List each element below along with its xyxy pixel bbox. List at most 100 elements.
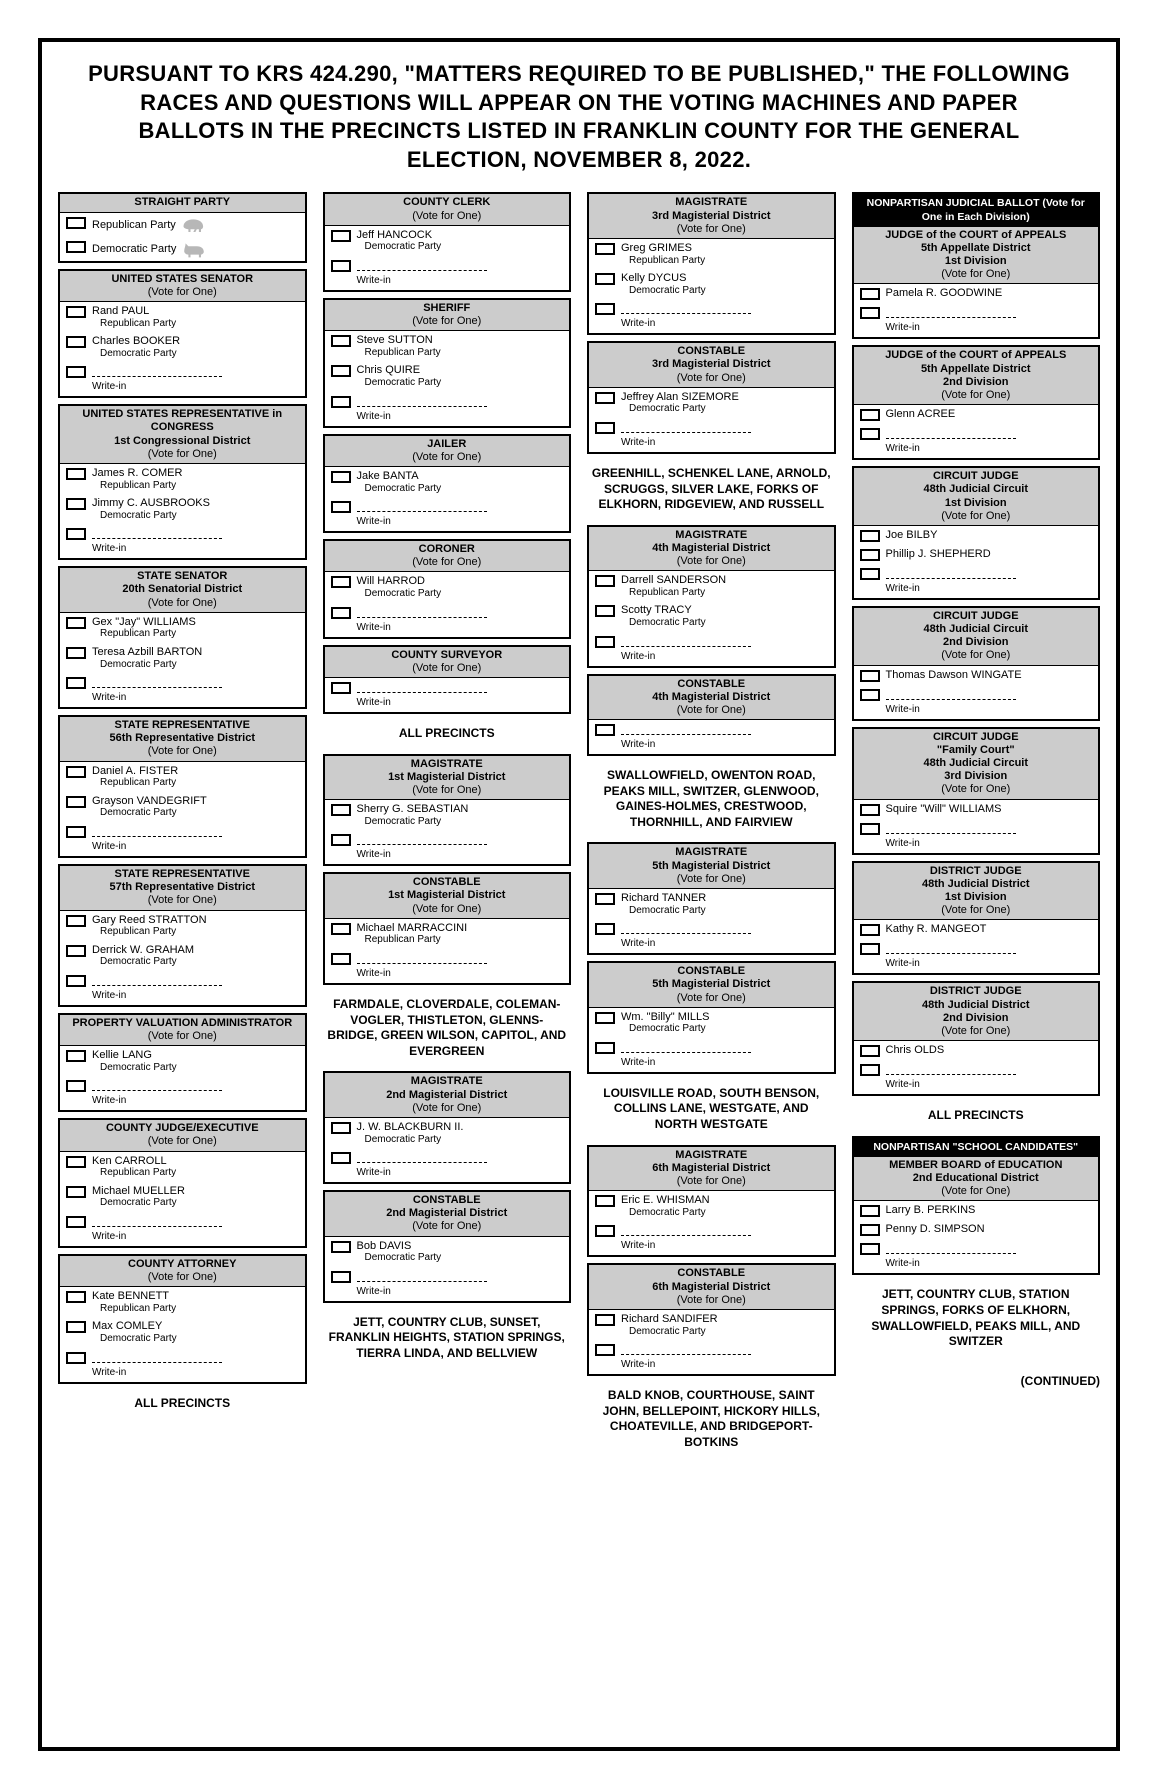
vote-checkbox[interactable]	[595, 605, 615, 617]
vote-checkbox[interactable]	[66, 1352, 86, 1364]
writein-line[interactable]	[886, 690, 1016, 700]
writein-line[interactable]	[357, 261, 487, 271]
vote-checkbox[interactable]	[595, 303, 615, 315]
vote-checkbox[interactable]	[66, 366, 86, 378]
vote-checkbox[interactable]	[860, 924, 880, 936]
writein-line[interactable]	[357, 1272, 487, 1282]
vote-checkbox[interactable]	[331, 804, 351, 816]
vote-checkbox[interactable]	[66, 945, 86, 957]
vote-checkbox[interactable]	[66, 1050, 86, 1062]
vote-checkbox[interactable]	[66, 336, 86, 348]
vote-checkbox[interactable]	[860, 670, 880, 682]
vote-checkbox[interactable]	[66, 617, 86, 629]
writein-line[interactable]	[357, 683, 487, 693]
vote-checkbox[interactable]	[860, 823, 880, 835]
vote-checkbox[interactable]	[595, 893, 615, 905]
writein-line[interactable]	[92, 1353, 222, 1363]
vote-checkbox[interactable]	[595, 1314, 615, 1326]
vote-checkbox[interactable]	[860, 804, 880, 816]
writein-line[interactable]	[621, 304, 751, 314]
writein-line[interactable]	[621, 423, 751, 433]
vote-checkbox[interactable]	[66, 1156, 86, 1168]
vote-checkbox[interactable]	[66, 217, 86, 229]
vote-checkbox[interactable]	[595, 243, 615, 255]
vote-checkbox[interactable]	[860, 428, 880, 440]
vote-checkbox[interactable]	[66, 796, 86, 808]
vote-checkbox[interactable]	[66, 498, 86, 510]
vote-checkbox[interactable]	[860, 1205, 880, 1217]
vote-checkbox[interactable]	[860, 568, 880, 580]
writein-line[interactable]	[886, 429, 1016, 439]
vote-checkbox[interactable]	[595, 923, 615, 935]
writein-line[interactable]	[886, 1244, 1016, 1254]
writein-line[interactable]	[357, 502, 487, 512]
writein-line[interactable]	[92, 367, 222, 377]
writein-line[interactable]	[621, 1345, 751, 1355]
writein-line[interactable]	[886, 569, 1016, 579]
vote-checkbox[interactable]	[860, 1064, 880, 1076]
vote-checkbox[interactable]	[66, 1216, 86, 1228]
vote-checkbox[interactable]	[595, 1012, 615, 1024]
vote-checkbox[interactable]	[66, 306, 86, 318]
writein-line[interactable]	[621, 1226, 751, 1236]
vote-checkbox[interactable]	[595, 422, 615, 434]
vote-checkbox[interactable]	[331, 365, 351, 377]
vote-checkbox[interactable]	[66, 677, 86, 689]
vote-checkbox[interactable]	[860, 1243, 880, 1255]
writein-line[interactable]	[621, 924, 751, 934]
writein-line[interactable]	[92, 1217, 222, 1227]
vote-checkbox[interactable]	[66, 1321, 86, 1333]
vote-checkbox[interactable]	[331, 471, 351, 483]
writein-line[interactable]	[621, 637, 751, 647]
vote-checkbox[interactable]	[860, 409, 880, 421]
vote-checkbox[interactable]	[66, 528, 86, 540]
vote-checkbox[interactable]	[595, 1042, 615, 1054]
vote-checkbox[interactable]	[331, 335, 351, 347]
writein-line[interactable]	[357, 1153, 487, 1163]
vote-checkbox[interactable]	[595, 273, 615, 285]
vote-checkbox[interactable]	[595, 1195, 615, 1207]
vote-checkbox[interactable]	[331, 923, 351, 935]
vote-checkbox[interactable]	[66, 1291, 86, 1303]
vote-checkbox[interactable]	[595, 575, 615, 587]
writein-line[interactable]	[92, 976, 222, 986]
vote-checkbox[interactable]	[331, 953, 351, 965]
vote-checkbox[interactable]	[595, 1344, 615, 1356]
vote-checkbox[interactable]	[331, 230, 351, 242]
vote-checkbox[interactable]	[860, 1224, 880, 1236]
vote-checkbox[interactable]	[860, 530, 880, 542]
vote-checkbox[interactable]	[331, 682, 351, 694]
vote-checkbox[interactable]	[595, 724, 615, 736]
writein-line[interactable]	[886, 1065, 1016, 1075]
vote-checkbox[interactable]	[331, 1122, 351, 1134]
vote-checkbox[interactable]	[331, 1241, 351, 1253]
vote-checkbox[interactable]	[66, 975, 86, 987]
vote-checkbox[interactable]	[860, 1045, 880, 1057]
writein-line[interactable]	[886, 824, 1016, 834]
writein-line[interactable]	[92, 678, 222, 688]
vote-checkbox[interactable]	[331, 1271, 351, 1283]
writein-line[interactable]	[92, 827, 222, 837]
writein-line[interactable]	[886, 308, 1016, 318]
vote-checkbox[interactable]	[66, 826, 86, 838]
writein-line[interactable]	[886, 944, 1016, 954]
vote-checkbox[interactable]	[331, 501, 351, 513]
vote-checkbox[interactable]	[331, 834, 351, 846]
writein-line[interactable]	[621, 1043, 751, 1053]
vote-checkbox[interactable]	[331, 260, 351, 272]
vote-checkbox[interactable]	[860, 943, 880, 955]
vote-checkbox[interactable]	[331, 1152, 351, 1164]
vote-checkbox[interactable]	[331, 396, 351, 408]
vote-checkbox[interactable]	[331, 576, 351, 588]
writein-line[interactable]	[621, 725, 751, 735]
vote-checkbox[interactable]	[860, 288, 880, 300]
writein-line[interactable]	[357, 608, 487, 618]
vote-checkbox[interactable]	[331, 607, 351, 619]
vote-checkbox[interactable]	[66, 468, 86, 480]
writein-line[interactable]	[92, 1081, 222, 1091]
vote-checkbox[interactable]	[860, 307, 880, 319]
vote-checkbox[interactable]	[595, 636, 615, 648]
vote-checkbox[interactable]	[595, 392, 615, 404]
vote-checkbox[interactable]	[860, 689, 880, 701]
vote-checkbox[interactable]	[66, 647, 86, 659]
